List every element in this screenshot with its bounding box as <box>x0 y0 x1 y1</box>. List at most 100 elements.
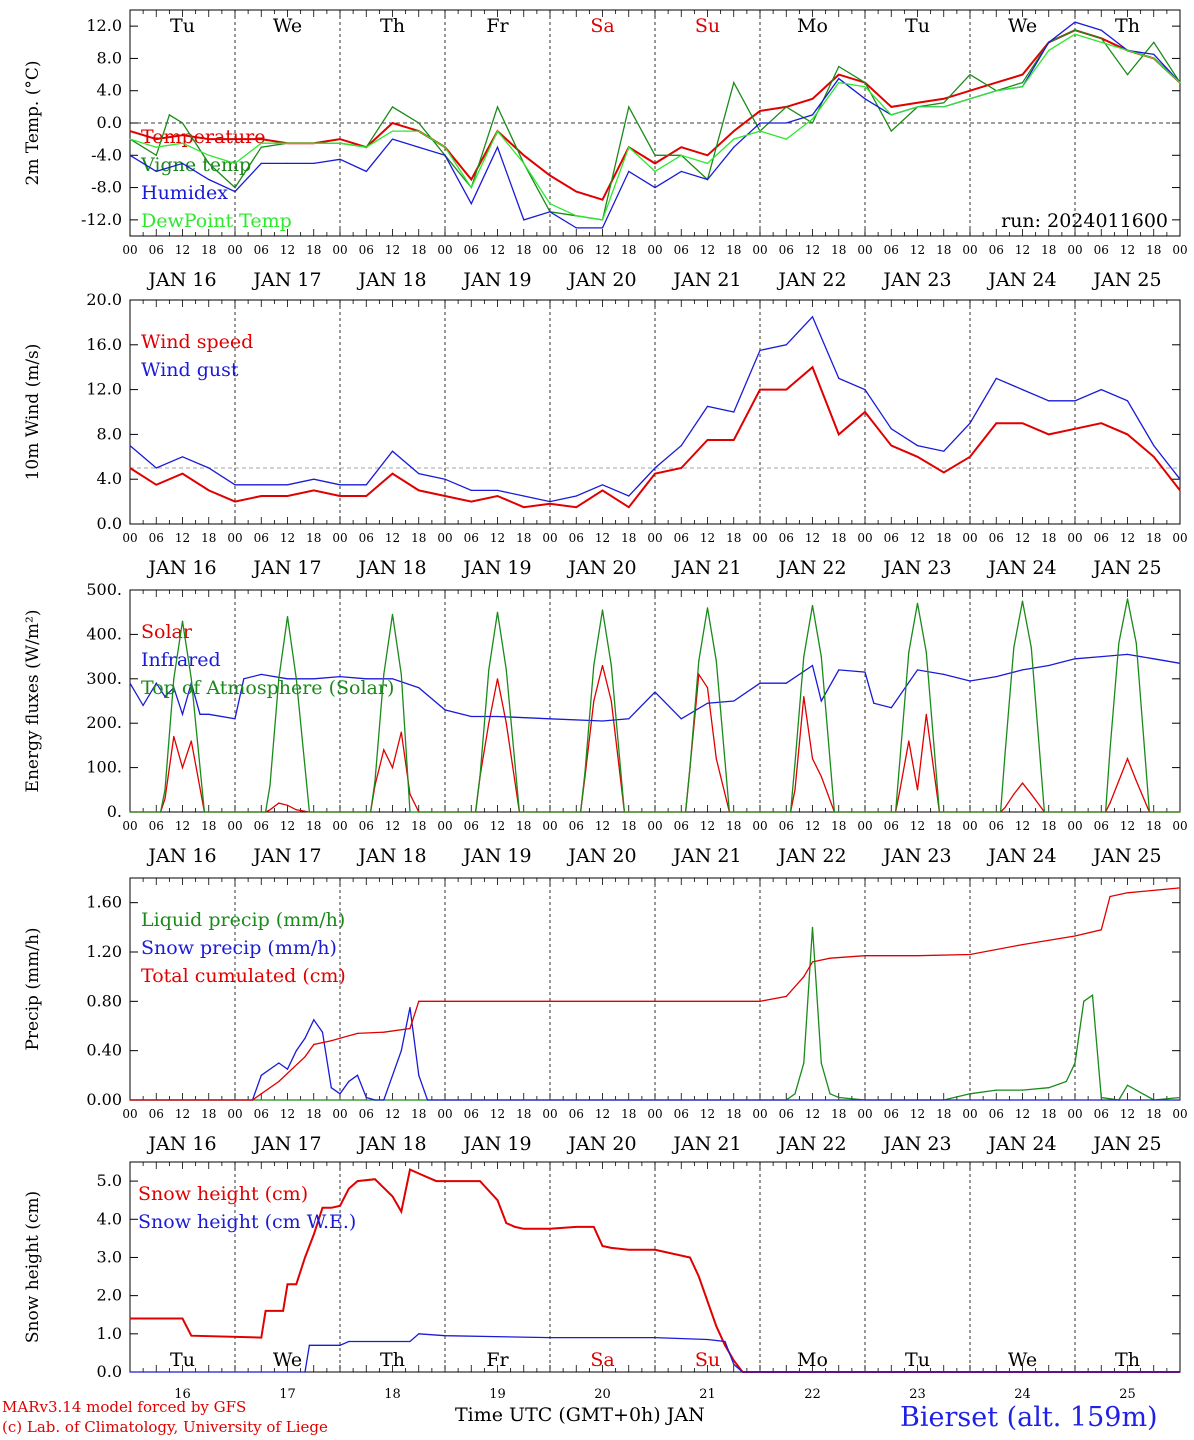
hour-tick-label: 00 <box>122 1107 137 1121</box>
y-tick-label: 8.0 <box>97 424 122 443</box>
data-point <box>1030 647 1032 649</box>
data-point <box>785 995 787 998</box>
data-point <box>706 607 709 609</box>
data-point <box>1021 944 1024 946</box>
hour-tick-label: 00 <box>1172 819 1187 833</box>
data-point <box>628 506 630 508</box>
data-point <box>164 789 166 791</box>
data-point <box>409 811 411 813</box>
data-point <box>181 767 184 769</box>
date-label: JAN 18 <box>356 269 426 291</box>
data-point <box>654 1000 656 1002</box>
data-point <box>873 702 875 704</box>
hour-tick-label: 12 <box>700 1107 715 1121</box>
hour-tick-label: 18 <box>306 243 321 257</box>
data-point <box>295 678 297 680</box>
run-label: run: 2024011600 <box>1001 210 1168 232</box>
data-point <box>724 1344 726 1346</box>
data-point <box>523 154 525 156</box>
hour-tick-label: 06 <box>674 819 689 833</box>
data-point <box>129 130 131 132</box>
hour-tick-label: 18 <box>516 819 531 833</box>
data-point <box>173 678 175 680</box>
data-point <box>426 1176 429 1178</box>
data-point <box>356 1032 359 1034</box>
data-point <box>308 1344 310 1346</box>
data-point <box>733 82 735 84</box>
data-point <box>838 82 840 84</box>
date-label: JAN 18 <box>356 1133 426 1155</box>
data-point <box>129 138 131 140</box>
hour-tick-label: 12 <box>805 819 820 833</box>
data-point <box>470 715 472 718</box>
data-point <box>1074 428 1076 430</box>
hour-tick-label: 06 <box>989 531 1004 545</box>
data-point <box>1126 598 1129 600</box>
hour-tick-label: 12 <box>1015 819 1030 833</box>
hour-tick-label: 06 <box>1094 243 1109 257</box>
data-point <box>374 1099 376 1101</box>
day-name-top: We <box>273 15 302 37</box>
data-point <box>1153 41 1155 43</box>
data-point <box>864 671 866 673</box>
data-point <box>1179 1371 1181 1373</box>
data-point <box>654 187 656 189</box>
data-point <box>164 798 166 800</box>
plot-frame <box>129 299 1181 525</box>
hour-tick-label: 18 <box>621 531 636 545</box>
data-point <box>142 704 144 707</box>
data-point <box>383 1099 385 1101</box>
data-point <box>689 1256 691 1259</box>
data-point <box>260 146 262 148</box>
data-point <box>1126 400 1129 402</box>
data-point <box>899 758 901 760</box>
hour-tick-label: 00 <box>647 243 662 257</box>
data-point <box>234 811 236 813</box>
hour-tick-label: 00 <box>857 1107 872 1121</box>
data-point <box>190 678 192 680</box>
y-tick-label: 16.0 <box>86 335 122 354</box>
hour-tick-label: 06 <box>884 1107 899 1121</box>
data-point <box>418 687 420 689</box>
data-point <box>234 187 236 189</box>
data-point <box>444 1000 446 1002</box>
data-point <box>811 316 814 318</box>
day-name-bottom: Th <box>1115 1349 1140 1371</box>
data-point <box>811 758 814 760</box>
data-point <box>1179 887 1181 889</box>
data-point <box>444 1099 446 1101</box>
hour-tick-label: 18 <box>936 531 951 545</box>
data-point <box>790 811 792 813</box>
hour-tick-label: 06 <box>779 1107 794 1121</box>
data-point <box>444 495 446 497</box>
data-point <box>654 1249 656 1251</box>
data-point <box>1030 793 1032 795</box>
hour-tick-label: 00 <box>437 1107 452 1121</box>
data-point <box>496 495 499 497</box>
data-point <box>1148 811 1150 813</box>
data-point <box>838 433 840 435</box>
data-point <box>1048 400 1050 402</box>
data-point <box>864 98 866 100</box>
hour-tick-label: 00 <box>542 819 557 833</box>
day-number-label: 18 <box>384 1387 401 1402</box>
hour-tick-label: 00 <box>227 1107 242 1121</box>
data-point <box>654 1337 656 1339</box>
data-point <box>1021 1089 1024 1091</box>
date-label: JAN 20 <box>566 845 636 867</box>
data-point <box>811 961 814 963</box>
hour-tick-label: 06 <box>674 531 689 545</box>
data-point <box>260 495 262 497</box>
y-tick-label: 0.00 <box>86 1090 122 1109</box>
data-point <box>1135 642 1137 644</box>
data-point <box>811 118 814 120</box>
data-point <box>418 1333 420 1335</box>
data-point <box>1043 811 1045 813</box>
data-point <box>890 445 892 447</box>
data-point <box>1100 656 1102 658</box>
data-point <box>811 366 814 368</box>
data-point <box>391 130 394 132</box>
data-point <box>1004 807 1006 809</box>
data-point <box>969 811 971 813</box>
data-point <box>1126 653 1129 656</box>
